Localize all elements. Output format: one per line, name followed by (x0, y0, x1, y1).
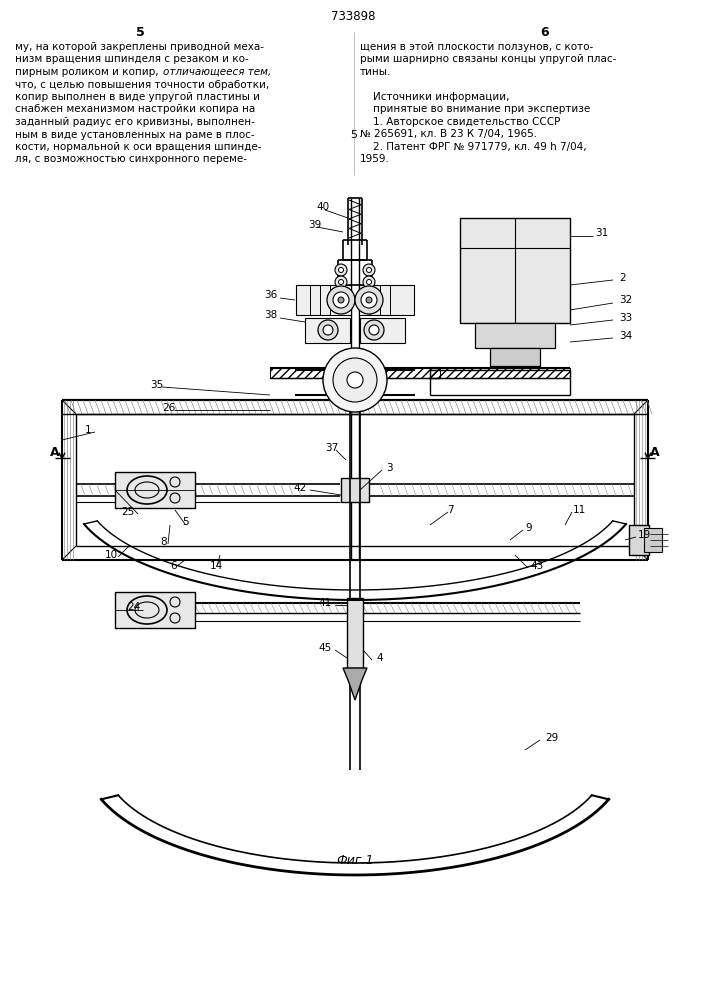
Circle shape (366, 297, 372, 303)
Text: щения в этой плоскости ползунов, с кото-: щения в этой плоскости ползунов, с кото- (360, 42, 593, 52)
Circle shape (323, 325, 333, 335)
Bar (360, 318, 405, 343)
Text: 40: 40 (316, 202, 329, 212)
Bar (359, 285, 414, 315)
Text: 36: 36 (264, 290, 277, 300)
Text: заданный радиус его кривизны, выполнен-: заданный радиус его кривизны, выполнен- (15, 117, 255, 127)
Text: 5: 5 (351, 130, 358, 140)
Text: 14: 14 (210, 561, 223, 571)
Bar (341, 478, 369, 502)
Text: 42: 42 (293, 483, 307, 493)
Circle shape (339, 267, 344, 272)
Text: 6: 6 (541, 26, 549, 39)
Text: 1. Авторское свидетельство СССР: 1. Авторское свидетельство СССР (360, 117, 561, 127)
Circle shape (338, 297, 344, 303)
Text: 24: 24 (127, 602, 140, 612)
Text: 6: 6 (170, 561, 177, 571)
Bar (475, 323, 555, 348)
Circle shape (347, 372, 363, 388)
Text: 2. Патент ФРГ № 971779, кл. 49 h 7/04,: 2. Патент ФРГ № 971779, кл. 49 h 7/04, (360, 142, 587, 152)
Text: принятые во внимание при экспертизе: принятые во внимание при экспертизе (360, 104, 590, 114)
Text: 3: 3 (386, 463, 392, 473)
Text: 25: 25 (122, 507, 135, 517)
Circle shape (366, 279, 371, 284)
Text: 19: 19 (638, 530, 651, 540)
Circle shape (323, 348, 387, 412)
Text: пирным роликом и копир,: пирным роликом и копир, (15, 67, 162, 77)
Text: 43: 43 (530, 561, 543, 571)
Text: 41: 41 (319, 598, 332, 608)
Text: му, на которой закреплены приводной меха-: му, на которой закреплены приводной меха… (15, 42, 264, 52)
Text: 10: 10 (105, 550, 118, 560)
Text: 5: 5 (136, 26, 144, 39)
Text: 37: 37 (325, 443, 338, 453)
Circle shape (363, 276, 375, 288)
Text: 45: 45 (319, 643, 332, 653)
Text: 8: 8 (160, 537, 167, 547)
Bar (115, 472, 195, 508)
Circle shape (369, 325, 379, 335)
Text: 4: 4 (376, 653, 382, 663)
Bar (115, 592, 195, 628)
Text: 35: 35 (150, 380, 163, 390)
Bar (305, 318, 350, 343)
Bar (629, 525, 649, 555)
Text: № 265691, кл. В 23 К 7/04, 1965.: № 265691, кл. В 23 К 7/04, 1965. (360, 129, 537, 139)
Circle shape (333, 358, 377, 402)
Polygon shape (343, 668, 367, 700)
Text: 32: 32 (619, 295, 632, 305)
Text: 39: 39 (308, 220, 321, 230)
Bar (430, 368, 570, 378)
Circle shape (355, 286, 383, 314)
Text: низм вращения шпинделя с резаком и ко-: низм вращения шпинделя с резаком и ко- (15, 54, 249, 64)
Text: 7: 7 (447, 505, 454, 515)
Text: копир выполнен в виде упругой пластины и: копир выполнен в виде упругой пластины и (15, 92, 260, 102)
Bar (490, 348, 540, 366)
Text: Источники информации,: Источники информации, (360, 92, 510, 102)
Text: снабжен механизмом настройки копира на: снабжен механизмом настройки копира на (15, 104, 255, 114)
Text: 11: 11 (573, 505, 586, 515)
Bar (460, 218, 570, 323)
Text: ля, с возможностью синхронного переме-: ля, с возможностью синхронного переме- (15, 154, 247, 164)
Text: 5: 5 (182, 517, 189, 527)
Circle shape (366, 267, 371, 272)
Text: 26: 26 (162, 403, 175, 413)
Text: 31: 31 (595, 228, 608, 238)
Text: 9: 9 (525, 523, 532, 533)
Text: 34: 34 (619, 331, 632, 341)
Text: что, с целью повышения точности обработки,: что, с целью повышения точности обработк… (15, 80, 269, 90)
Text: тины.: тины. (360, 67, 392, 77)
Circle shape (327, 286, 355, 314)
Text: 29: 29 (545, 733, 559, 743)
Circle shape (361, 292, 377, 308)
Circle shape (333, 292, 349, 308)
Text: A: A (650, 446, 660, 458)
Bar (296, 285, 351, 315)
Bar (347, 598, 363, 668)
Circle shape (364, 320, 384, 340)
Text: 33: 33 (619, 313, 632, 323)
Text: A: A (50, 446, 60, 458)
Text: 733898: 733898 (331, 9, 375, 22)
Text: кости, нормальной к оси вращения шпинде-: кости, нормальной к оси вращения шпинде- (15, 142, 262, 152)
Text: рыми шарнирно связаны концы упругой плас-: рыми шарнирно связаны концы упругой плас… (360, 54, 617, 64)
Circle shape (335, 276, 347, 288)
Text: ным в виде установленных на раме в плос-: ным в виде установленных на раме в плос- (15, 129, 255, 139)
Text: 1959.: 1959. (360, 154, 390, 164)
Bar (270, 368, 440, 378)
Text: Фиг.1: Фиг.1 (337, 854, 374, 866)
Text: 38: 38 (264, 310, 277, 320)
Text: 2: 2 (619, 273, 626, 283)
Circle shape (335, 264, 347, 276)
Circle shape (363, 264, 375, 276)
Circle shape (339, 279, 344, 284)
Circle shape (318, 320, 338, 340)
Bar (644, 528, 662, 552)
Text: 1: 1 (85, 425, 92, 435)
Text: отличающееся тем,: отличающееся тем, (163, 67, 271, 77)
